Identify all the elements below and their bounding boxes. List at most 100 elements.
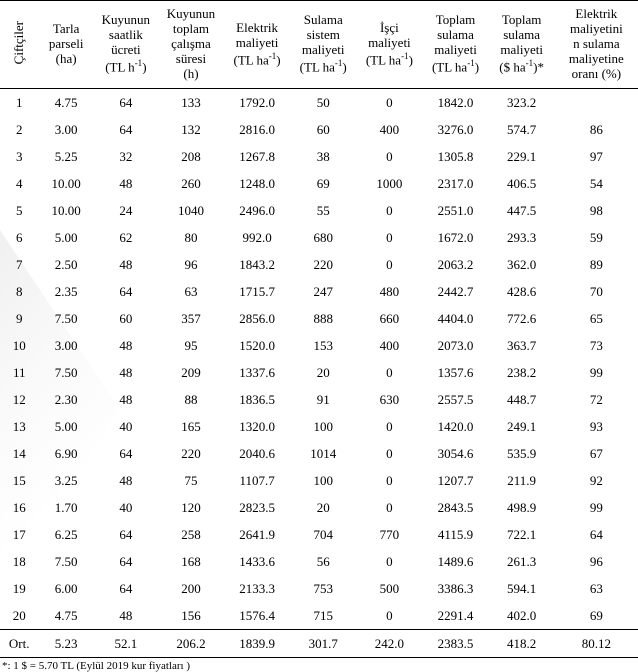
cell: 20 xyxy=(0,602,38,630)
cell: 10.00 xyxy=(38,170,93,197)
cell: 64 xyxy=(94,278,158,305)
cell: 20 xyxy=(290,494,356,521)
cell: 65 xyxy=(555,305,638,332)
cell: 54 xyxy=(555,170,638,197)
cell: 48 xyxy=(94,602,158,630)
table-row: 146.90642202040.6101403054.6535.967 xyxy=(0,440,638,467)
cell: 258 xyxy=(158,521,224,548)
cell: 14 xyxy=(0,440,38,467)
cell: 229.1 xyxy=(489,143,555,170)
cell: 40 xyxy=(94,494,158,521)
cell: 168 xyxy=(158,548,224,575)
cell: 2.50 xyxy=(38,251,93,278)
cell: 60 xyxy=(94,305,158,332)
cell: 680 xyxy=(290,224,356,251)
cell: 247 xyxy=(290,278,356,305)
cell: 753 xyxy=(290,575,356,602)
cell: 2040.6 xyxy=(224,440,290,467)
cell: 0 xyxy=(356,143,422,170)
cell: 400 xyxy=(356,332,422,359)
cell: 293.3 xyxy=(489,224,555,251)
cell: 1014 xyxy=(290,440,356,467)
footnote: *: 1 $ = 5.70 TL (Eylül 2019 kur fiyatla… xyxy=(0,658,638,672)
cell: 0 xyxy=(356,413,422,440)
cell: 40 xyxy=(94,413,158,440)
table-row: 187.50641681433.65601489.6261.396 xyxy=(0,548,638,575)
cell: 56 xyxy=(290,548,356,575)
col-kuyu_saat: Kuyununsaatlikücreti(TL h-1) xyxy=(94,1,158,89)
table-row: 82.3564631715.72474802442.7428.670 xyxy=(0,278,638,305)
cell: 3276.0 xyxy=(422,116,488,143)
cell: 100 xyxy=(290,413,356,440)
cell: 13 xyxy=(0,413,38,440)
cell: 1836.5 xyxy=(224,386,290,413)
cell: 3054.6 xyxy=(422,440,488,467)
table-row: 410.00482601248.06910002317.0406.554 xyxy=(0,170,638,197)
cell: 63 xyxy=(158,278,224,305)
cell: 0 xyxy=(356,197,422,224)
table-row: 153.2548751107.710001207.7211.992 xyxy=(0,467,638,494)
cell: 1267.8 xyxy=(224,143,290,170)
cell: 660 xyxy=(356,305,422,332)
cell: 1040 xyxy=(158,197,224,224)
cell: 64 xyxy=(555,521,638,548)
cell: 3.25 xyxy=(38,467,93,494)
cell: 20 xyxy=(290,359,356,386)
cell: 323.2 xyxy=(489,88,555,116)
cell: 363.7 xyxy=(489,332,555,359)
cell: 64 xyxy=(94,575,158,602)
cell: 888 xyxy=(290,305,356,332)
table-row: 97.50603572856.08886604404.0772.665 xyxy=(0,305,638,332)
col-toplam_usd: Toplamsulamamaliyeti($ ha-1)* xyxy=(489,1,555,89)
cell: 64 xyxy=(94,116,158,143)
cell: 55 xyxy=(290,197,356,224)
cell: 3.00 xyxy=(38,332,93,359)
table-row: 510.002410402496.05502551.0447.598 xyxy=(0,197,638,224)
cell: 2856.0 xyxy=(224,305,290,332)
cell: 2551.0 xyxy=(422,197,488,224)
cell: 1520.0 xyxy=(224,332,290,359)
cell: 5.00 xyxy=(38,224,93,251)
table-row: 196.00642002133.37535003386.3594.163 xyxy=(0,575,638,602)
cell: 447.5 xyxy=(489,197,555,224)
summary-cell: 242.0 xyxy=(356,629,422,657)
summary-cell: 301.7 xyxy=(290,629,356,657)
cell: 100 xyxy=(290,467,356,494)
col-tarla: Tarlaparseli(ha) xyxy=(38,1,93,89)
table-body: 14.75641331792.05001842.0323.223.0064132… xyxy=(0,88,638,657)
cell: 63 xyxy=(555,575,638,602)
cell: 208 xyxy=(158,143,224,170)
cell: 400 xyxy=(356,116,422,143)
cell: 62 xyxy=(94,224,158,251)
cell: 89 xyxy=(555,251,638,278)
cell: 1337.6 xyxy=(224,359,290,386)
cell: 2317.0 xyxy=(422,170,488,197)
cell: 1489.6 xyxy=(422,548,488,575)
cell: 574.7 xyxy=(489,116,555,143)
cell: 2.30 xyxy=(38,386,93,413)
cell: 249.1 xyxy=(489,413,555,440)
summary-cell: 52.1 xyxy=(94,629,158,657)
cell: 2073.0 xyxy=(422,332,488,359)
cell: 0 xyxy=(356,467,422,494)
cell: 99 xyxy=(555,359,638,386)
cell: 153 xyxy=(290,332,356,359)
cell: 220 xyxy=(158,440,224,467)
cell: 480 xyxy=(356,278,422,305)
cell: 1842.0 xyxy=(422,88,488,116)
summary-row: Ort.5.2352.1206.21839.9301.7242.02383.54… xyxy=(0,629,638,657)
cell: 1.70 xyxy=(38,494,93,521)
table-row: 23.00641322816.0604003276.0574.786 xyxy=(0,116,638,143)
cell: 1 xyxy=(0,88,38,116)
cell: 498.9 xyxy=(489,494,555,521)
cell: 93 xyxy=(555,413,638,440)
cell: 1420.0 xyxy=(422,413,488,440)
cell: 4115.9 xyxy=(422,521,488,548)
cell: 448.7 xyxy=(489,386,555,413)
cell: 1843.2 xyxy=(224,251,290,278)
cell: 64 xyxy=(94,440,158,467)
cell: 220 xyxy=(290,251,356,278)
cell: 72 xyxy=(555,386,638,413)
cell: 2816.0 xyxy=(224,116,290,143)
cell: 17 xyxy=(0,521,38,548)
